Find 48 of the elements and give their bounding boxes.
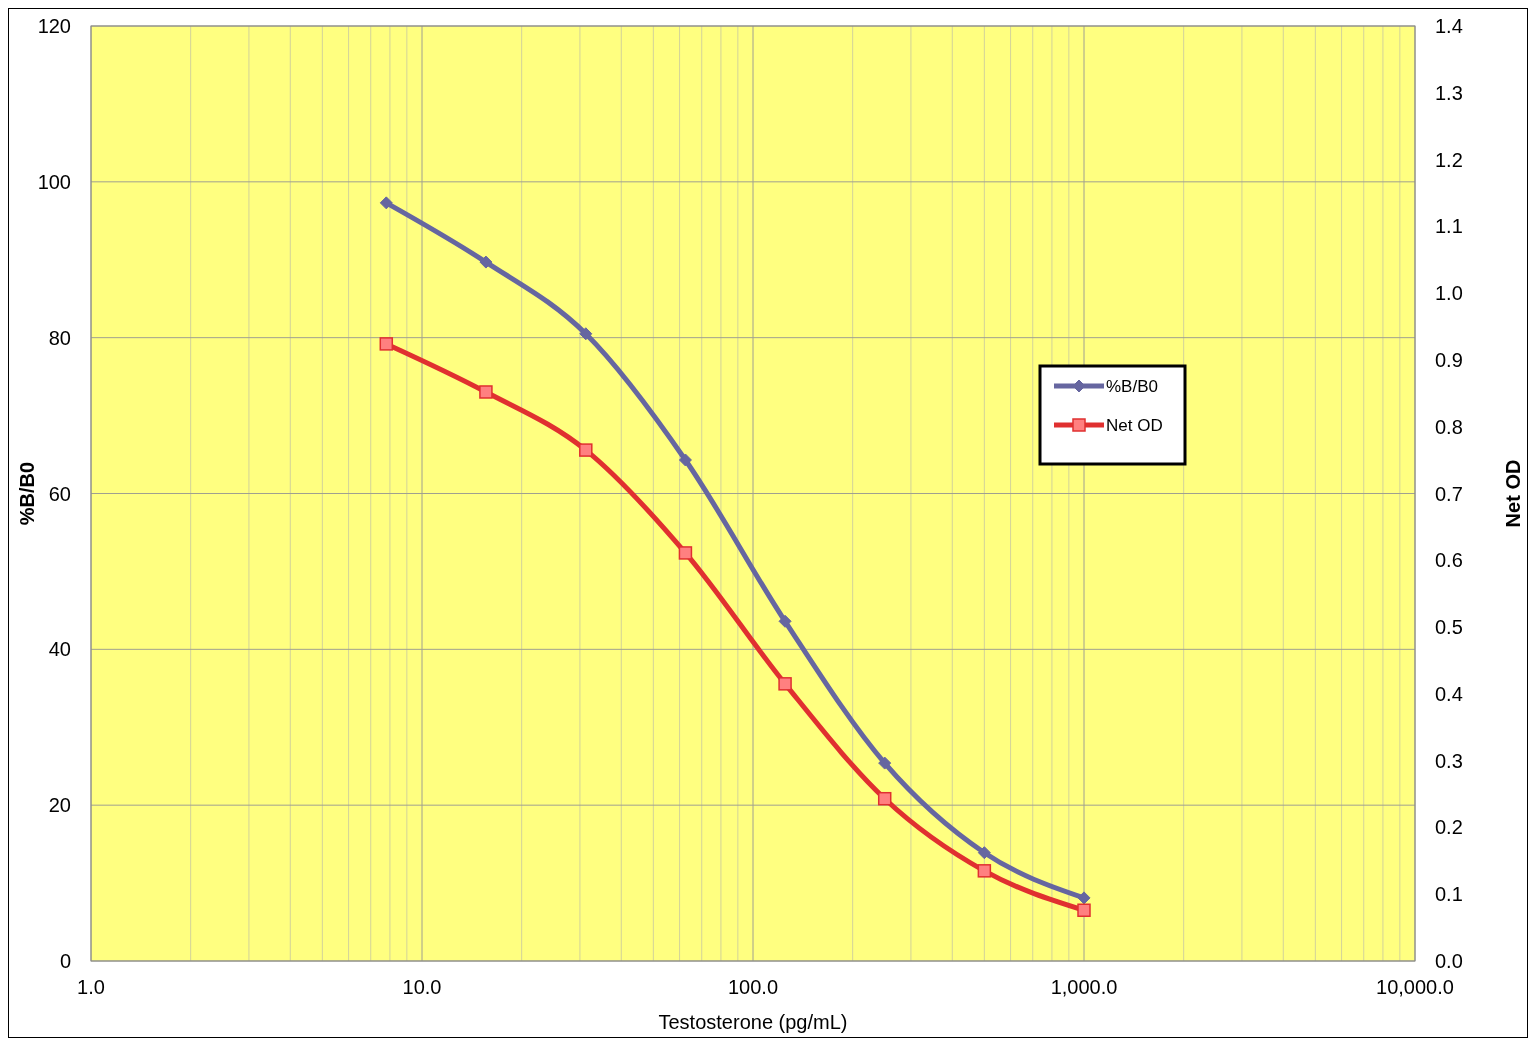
- point: [479, 255, 493, 269]
- y2-tick-label: 1.3: [1435, 81, 1463, 104]
- point: [1077, 903, 1091, 917]
- y2-axis-title: Net OD: [1502, 459, 1524, 528]
- point: [379, 337, 394, 351]
- y-tick-label: 120: [37, 15, 71, 37]
- x-tick-label: 1.0: [77, 976, 105, 998]
- y-tick-label: 0: [59, 950, 71, 972]
- x-tick-label: 1,000.0: [1050, 976, 1118, 998]
- y2-tick-label: 1.2: [1435, 148, 1463, 171]
- point: [778, 614, 792, 628]
- point: [479, 385, 493, 399]
- point: [977, 846, 991, 860]
- legend-label: Net OD: [1106, 416, 1163, 435]
- point: [678, 453, 692, 467]
- y-tick-label: 20: [48, 794, 71, 817]
- y-tick-label: 100: [37, 170, 71, 193]
- point: [1077, 891, 1091, 905]
- y-tick-label: 60: [48, 482, 71, 505]
- y2-tick-label: 0.4: [1435, 682, 1463, 705]
- y-axis-title: %B/B0: [16, 461, 38, 526]
- y2-tick-label: 1.4: [1435, 15, 1463, 37]
- y2-tick-label: 0.5: [1435, 616, 1463, 639]
- point: [379, 196, 393, 210]
- x-tick-label: 10.0: [402, 976, 442, 998]
- x-tick-label: 100.0: [727, 976, 779, 998]
- point: [977, 864, 992, 878]
- y2-tick-label: 1.0: [1435, 282, 1463, 305]
- y-tick-label: 80: [48, 326, 71, 349]
- point: [579, 443, 593, 457]
- point: [878, 756, 892, 770]
- x-tick-label: 10,000.0: [1376, 976, 1454, 998]
- y2-tick-label: 0.7: [1435, 482, 1463, 505]
- y2-tick-label: 1.1: [1435, 215, 1463, 238]
- y2-tick-label: 0.1: [1435, 883, 1463, 906]
- y2-tick-label: 0.0: [1435, 950, 1463, 972]
- x-axis-title: Testosterone (pg/mL): [658, 1011, 848, 1033]
- y2-tick-label: 0.2: [1435, 816, 1463, 839]
- point: [579, 327, 593, 341]
- point: [877, 791, 892, 806]
- y2-tick-label: 0.6: [1435, 549, 1463, 572]
- y2-tick-label: 0.3: [1435, 749, 1463, 772]
- y2-tick-label: 0.9: [1435, 348, 1463, 371]
- legend-label: %B/B0: [1106, 377, 1158, 396]
- y-tick-label: 40: [48, 638, 71, 661]
- y2-tick-label: 0.8: [1435, 415, 1463, 438]
- point: [778, 677, 792, 691]
- point: [678, 546, 693, 560]
